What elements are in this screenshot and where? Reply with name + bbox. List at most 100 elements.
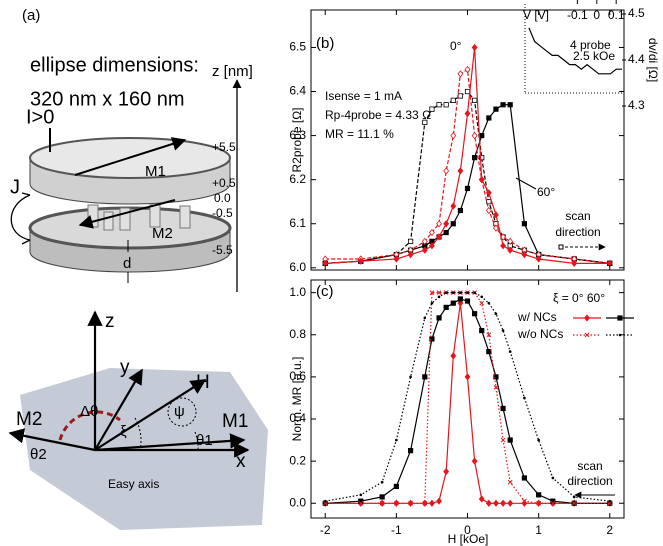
pointer [515,177,537,190]
angle-label: 60° [537,185,555,199]
point [551,476,555,480]
point [379,494,385,500]
x-tick-label: 2 [606,523,613,537]
point [478,176,485,184]
y-tick-label: 4.4 [628,52,645,66]
legend-title: ξ = 0° 60° [553,291,605,305]
point [407,250,414,259]
point [429,499,435,507]
point [457,167,464,175]
point [407,448,414,454]
point [443,229,449,236]
annotation: MR = 11.1 % [325,127,394,141]
angle-label: 0° [450,39,462,53]
dimensions-title: ellipse dimensions: [30,54,199,76]
point [393,255,400,263]
point [450,131,457,140]
m1-arrow [74,137,187,176]
z-mark: 0.0 [214,191,231,205]
scan-arrow-marker [558,244,564,250]
z-axis-label: z [nm] [212,63,253,80]
point [537,438,540,442]
point [429,242,435,250]
panel-label: (c) [316,283,334,300]
coupling-label: J [10,176,20,198]
point [507,102,513,108]
z-mark: -0.5 [212,206,233,220]
x-tick-label: -1 [391,523,402,537]
point [507,437,513,443]
point [479,132,485,139]
point [443,468,450,476]
point [486,349,492,355]
point [464,185,471,192]
point [507,479,513,485]
point [457,93,463,99]
y-label: y [120,357,130,378]
point [521,221,528,227]
point [521,250,528,259]
point [478,495,485,503]
y-tick-label: 1.0 [289,285,306,299]
point [422,119,428,125]
point [507,246,514,254]
point [422,374,428,380]
y-axis-label: Norm. MR [a.u.] [290,357,304,442]
inset-annotation: 4 probe [570,38,611,52]
point [457,207,463,214]
angle-arrows [8,310,250,458]
x-tick-label: 0 [593,8,600,22]
inset-annotation: 2.5 kOe [573,49,615,63]
xi-arc [134,417,142,451]
z-mark: +5.5 [212,140,236,154]
point [493,224,499,232]
point [501,329,505,332]
point [536,492,542,498]
x-axis-label: H [kOe] [448,532,489,546]
plots: 6.0 6.1 6.2 6.3 6.4 6.5 0.0 0.2 0.4 0.6 0.8 1.0 -2 -1… [289,0,660,546]
point [571,259,578,268]
point [535,255,542,263]
point [436,497,442,505]
point [464,298,471,304]
point [457,70,464,78]
legend-label: w/ NCs [517,310,557,324]
point [407,238,414,244]
point [436,220,442,228]
point [450,202,457,210]
x-tick-label: 1 [535,523,542,537]
point [443,220,450,228]
point [450,221,456,227]
point [500,437,506,443]
point [536,500,541,506]
y-axis-label: R2probe [Ω] [290,107,304,172]
point [500,233,506,241]
y-tick-label: 6.0 [289,260,306,274]
z-mark: +0.5 [212,176,236,190]
point [464,373,471,381]
y-tick-label: 4.5 [628,6,645,20]
point [409,375,412,379]
point [471,457,478,465]
xi-label: ξ [120,423,127,440]
delta-theta-arc [58,410,121,441]
panel-a: (a) ellipse dimensions: 320 nm x 160 nm … [10,7,253,292]
angle-diagram: z y H M2 M1 θ2 θ1 Δθ ψ ξ x Easy axis [8,310,268,530]
point [464,109,471,118]
x-tick-label: 0 [464,523,471,537]
point [500,102,506,108]
m1-label: M1 [222,411,248,432]
point [393,483,399,490]
point [421,246,428,254]
series-line [325,292,610,504]
point [584,332,590,338]
y-tick-label: 6.5 [289,40,306,54]
point [500,405,506,412]
point [479,300,485,306]
point [480,295,484,299]
scan-label: direction [567,474,612,488]
point [357,257,364,265]
point [422,500,428,506]
y-tick-label: 0.6 [289,369,306,383]
h-label: H [196,372,210,393]
